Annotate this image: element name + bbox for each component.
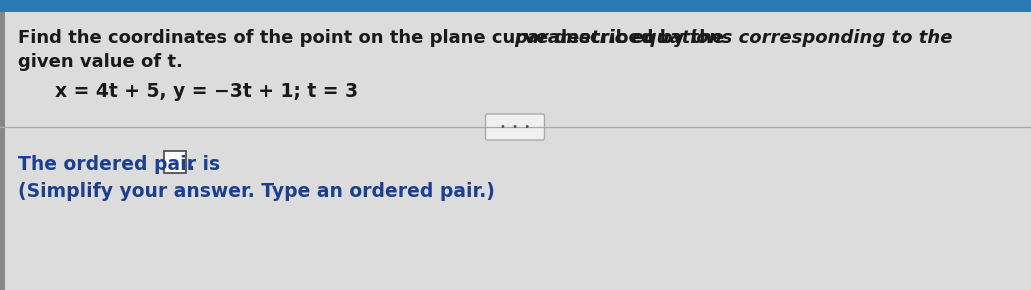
Text: parametric equations corresponding to the: parametric equations corresponding to th… [513,29,953,47]
FancyBboxPatch shape [0,0,1031,12]
FancyBboxPatch shape [486,114,544,140]
Text: The ordered pair is: The ordered pair is [18,155,227,174]
FancyBboxPatch shape [0,12,5,290]
FancyBboxPatch shape [164,151,187,173]
Text: •  •  •: • • • [500,122,530,132]
Text: (Simplify your answer. Type an ordered pair.): (Simplify your answer. Type an ordered p… [18,182,495,201]
Text: .: . [188,155,194,174]
Text: Find the coordinates of the point on the plane curve described by the: Find the coordinates of the point on the… [18,29,731,47]
Text: given value of t.: given value of t. [18,53,182,71]
Text: x = 4t + 5, y = −3t + 1; t = 3: x = 4t + 5, y = −3t + 1; t = 3 [55,82,358,101]
